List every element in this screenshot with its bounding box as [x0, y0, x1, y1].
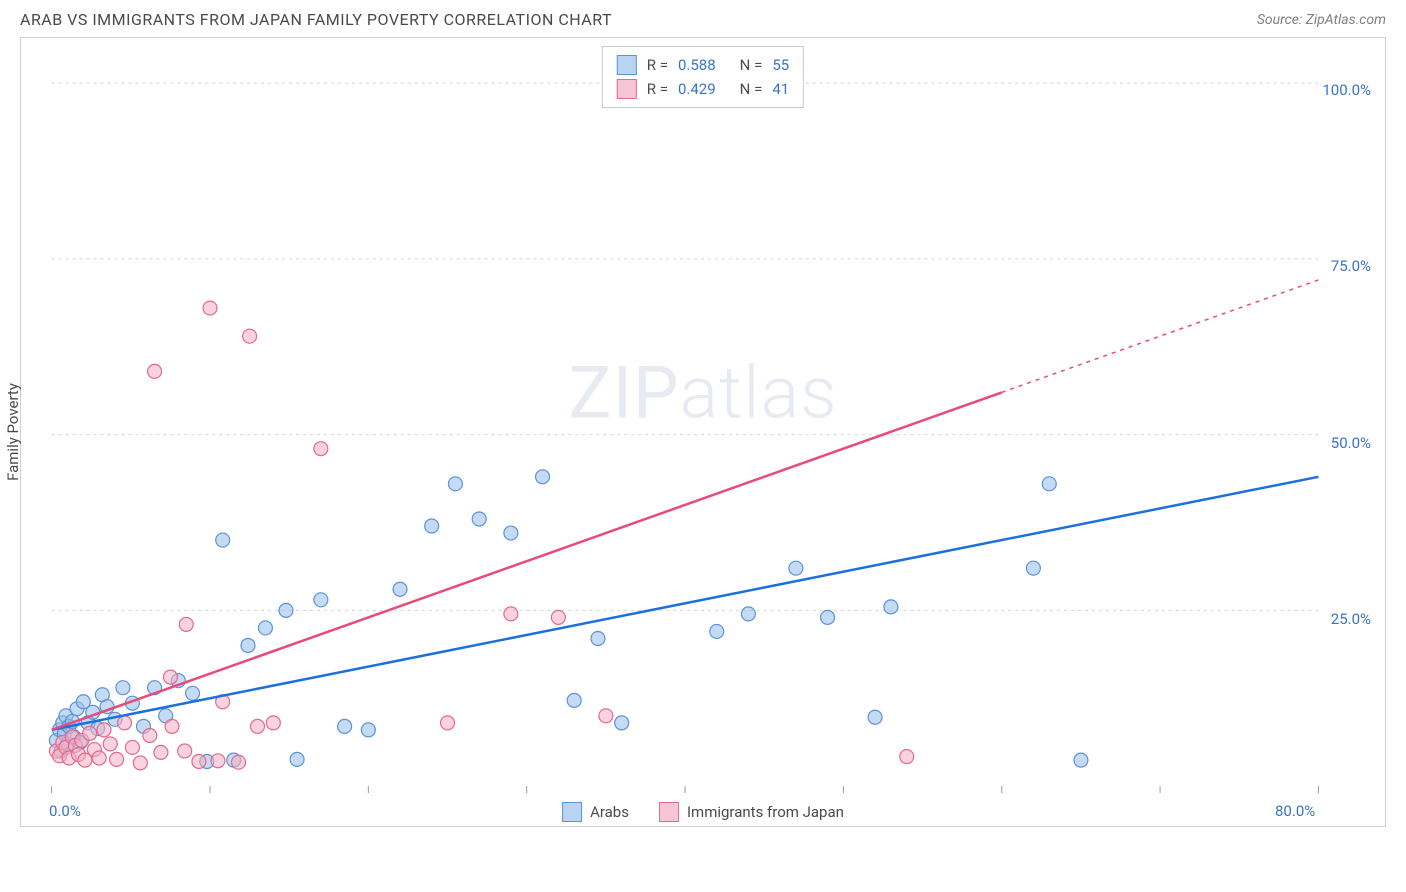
chart-title: ARAB VS IMMIGRANTS FROM JAPAN FAMILY POV… [20, 10, 612, 29]
source-label: Source: ZipAtlas.com [1257, 12, 1386, 28]
y-tick-label: 75.0% [1331, 257, 1371, 275]
y-tick-label: 25.0% [1331, 610, 1371, 628]
x-tick-label: 80.0% [1275, 802, 1315, 820]
scatter-plot [21, 38, 1385, 826]
y-tick-label: 100.0% [1322, 81, 1371, 99]
y-axis-label: Family Poverty [4, 383, 22, 481]
x-tick-label: 0.0% [49, 802, 81, 820]
legend-item: Immigrants from Japan [659, 802, 844, 822]
correlation-row: R = 0.588N = 55 [617, 53, 789, 77]
correlation-legend: R = 0.588N = 55R = 0.429N = 41 [602, 46, 804, 108]
legend-item: Arabs [562, 802, 629, 822]
series-legend: Arabs Immigrants from Japan [562, 802, 844, 822]
y-tick-label: 50.0% [1331, 434, 1371, 452]
chart-container: Family Poverty ZIPatlas R = 0.588N = 55R… [20, 37, 1386, 827]
correlation-row: R = 0.429N = 41 [617, 77, 789, 101]
